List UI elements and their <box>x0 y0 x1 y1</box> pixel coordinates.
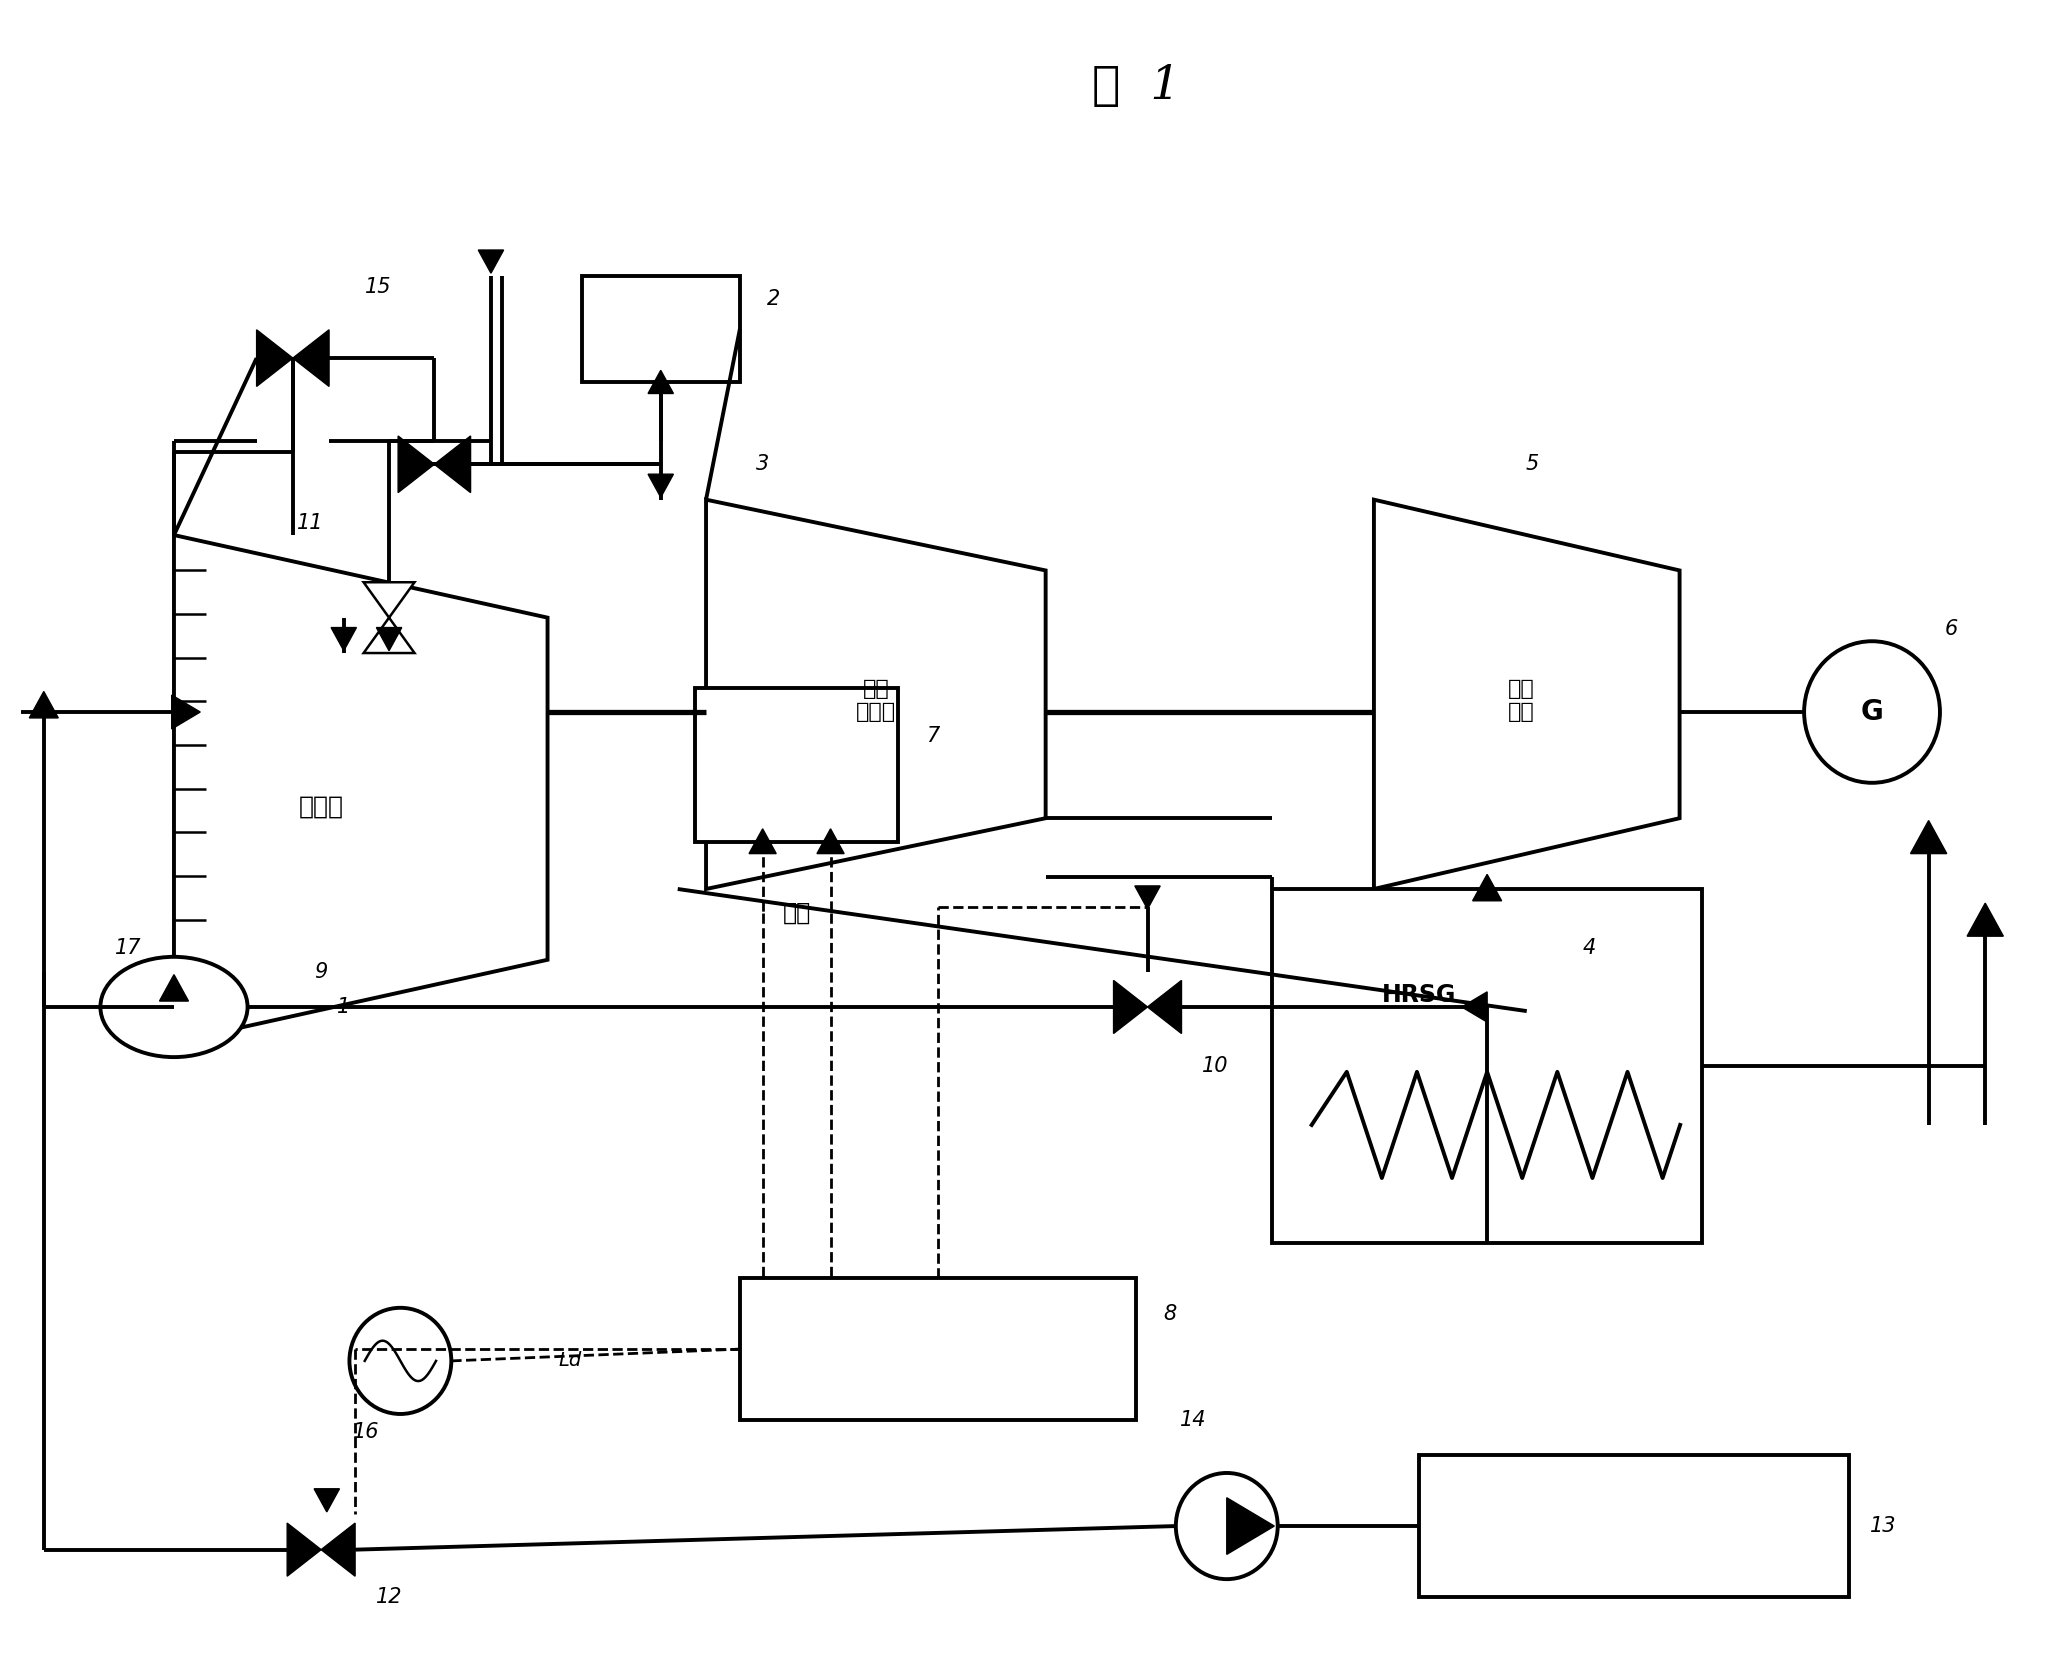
Polygon shape <box>172 696 201 729</box>
Text: 13: 13 <box>1870 1516 1897 1536</box>
Text: 2: 2 <box>767 289 782 309</box>
Text: 15: 15 <box>364 277 391 297</box>
Text: 7: 7 <box>925 725 939 745</box>
Text: Ld: Ld <box>559 1351 581 1371</box>
Text: 图  1: 图 1 <box>1093 65 1181 110</box>
Polygon shape <box>479 251 503 274</box>
Bar <box>1273 890 1702 1243</box>
Text: G: G <box>1860 697 1884 725</box>
Polygon shape <box>649 475 673 498</box>
Polygon shape <box>376 627 401 651</box>
Polygon shape <box>434 437 471 493</box>
Polygon shape <box>1375 500 1680 890</box>
Polygon shape <box>331 627 356 651</box>
Ellipse shape <box>100 956 248 1057</box>
Polygon shape <box>174 535 548 1042</box>
Polygon shape <box>706 500 1046 890</box>
Text: 14: 14 <box>1181 1409 1205 1429</box>
Bar <box>741 1278 1136 1419</box>
Polygon shape <box>1136 886 1160 910</box>
Polygon shape <box>399 437 434 493</box>
Text: 10: 10 <box>1203 1056 1230 1076</box>
Polygon shape <box>816 828 845 853</box>
Circle shape <box>350 1308 452 1414</box>
Text: 压缩机: 压缩机 <box>299 795 344 818</box>
Polygon shape <box>321 1524 356 1577</box>
Bar <box>1420 1456 1850 1597</box>
Polygon shape <box>1966 903 2003 936</box>
Polygon shape <box>1473 875 1502 901</box>
Polygon shape <box>286 1524 321 1577</box>
Bar <box>581 276 741 382</box>
Polygon shape <box>364 583 415 618</box>
Bar <box>696 689 898 842</box>
Polygon shape <box>293 330 329 387</box>
Polygon shape <box>1148 981 1181 1034</box>
Text: 4: 4 <box>1582 938 1596 958</box>
Text: 3: 3 <box>757 455 769 475</box>
Polygon shape <box>749 828 775 853</box>
Text: 12: 12 <box>376 1587 403 1607</box>
Text: 蒸气
轮机: 蒸气 轮机 <box>1508 679 1534 722</box>
Text: 17: 17 <box>115 938 141 958</box>
Polygon shape <box>1228 1497 1275 1554</box>
Text: HRSG: HRSG <box>1381 983 1457 1008</box>
Circle shape <box>1805 641 1940 784</box>
Text: 5: 5 <box>1526 455 1539 475</box>
Polygon shape <box>256 330 293 387</box>
Text: 1: 1 <box>338 998 350 1018</box>
Polygon shape <box>315 1489 340 1512</box>
Text: 9: 9 <box>315 961 327 981</box>
Polygon shape <box>29 692 57 717</box>
Polygon shape <box>364 618 415 652</box>
Polygon shape <box>649 370 673 393</box>
Polygon shape <box>1461 993 1487 1023</box>
Text: 6: 6 <box>1944 619 1958 639</box>
Text: 11: 11 <box>297 513 323 533</box>
Circle shape <box>1176 1472 1277 1579</box>
Polygon shape <box>1113 981 1148 1034</box>
Text: 燃气
涡轮机: 燃气 涡轮机 <box>855 679 896 722</box>
Text: 燃料: 燃料 <box>782 901 810 925</box>
Text: 8: 8 <box>1164 1303 1176 1323</box>
Polygon shape <box>160 974 188 1001</box>
Text: 16: 16 <box>354 1421 381 1441</box>
Polygon shape <box>1911 820 1946 853</box>
